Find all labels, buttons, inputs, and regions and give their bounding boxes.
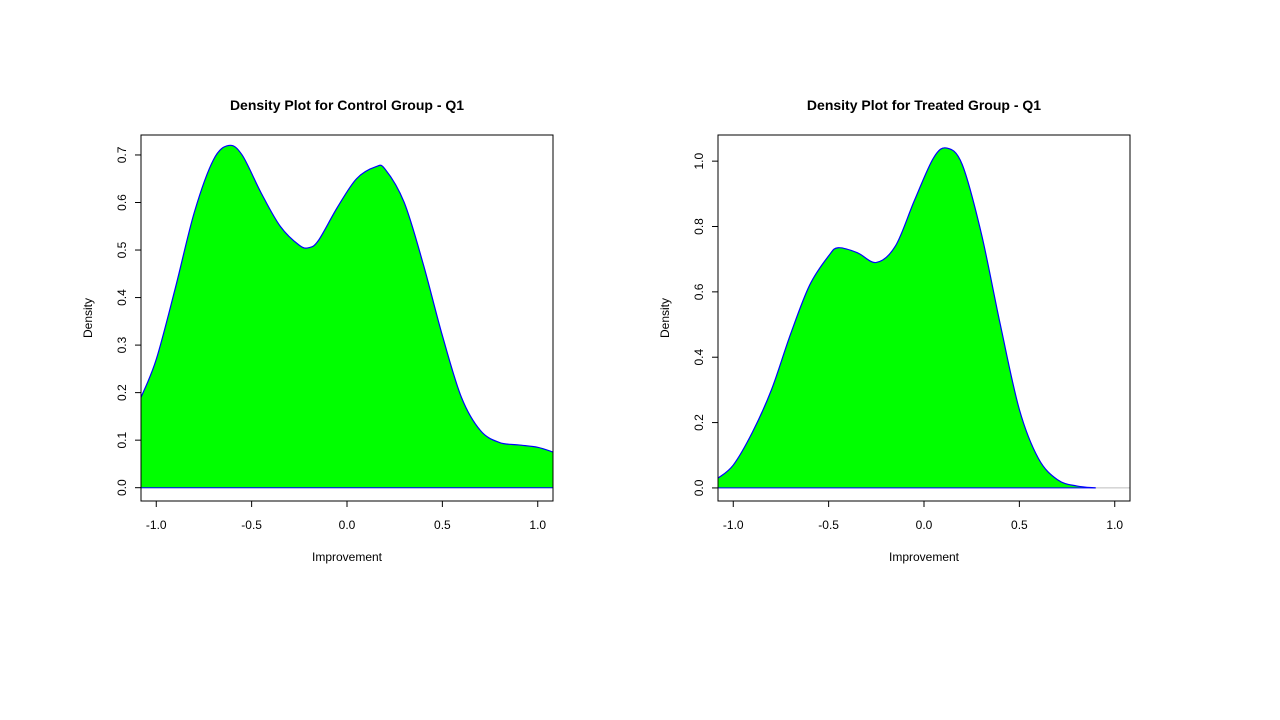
x-tick-label: 0.5	[434, 518, 451, 532]
x-axis-label: Improvement	[889, 550, 960, 564]
x-tick-label: -1.0	[146, 518, 167, 532]
y-tick-label: 0.2	[692, 414, 706, 431]
y-tick-label: 0.4	[692, 349, 706, 366]
y-tick-label: 0.2	[115, 384, 129, 401]
y-axis-label: Density	[81, 298, 95, 338]
chart-panel-control: -1.0 -0.5 0.0 0.5 1.0 0.0 0.1 0.2 0.3 0.4 0.5 0.6 0.…	[81, 97, 554, 564]
density-area	[141, 145, 553, 488]
y-tick-label: 0.8	[692, 218, 706, 235]
x-tick-label: 1.0	[1106, 518, 1123, 532]
x-tick-label: 0.0	[339, 518, 356, 532]
density-curve	[718, 147, 1096, 489]
y-tick-label: 0.6	[115, 194, 129, 211]
y-tick-label: 0.1	[115, 431, 129, 448]
y-tick-label: 0.3	[115, 336, 129, 353]
density-area	[718, 147, 1096, 488]
x-tick-label: -0.5	[818, 518, 839, 532]
x-tick-label: -1.0	[723, 518, 744, 532]
chart-panel-treated: -1.0 -0.5 0.0 0.5 1.0 0.0 0.2 0.4 0.6 0.8 1.0 Densi…	[658, 97, 1131, 564]
y-tick-label: 0.6	[692, 283, 706, 300]
y-axis-label: Density	[658, 298, 672, 338]
y-tick-label: 1.0	[692, 152, 706, 169]
x-tick-label: 0.0	[916, 518, 933, 532]
y-tick-label: 0.7	[115, 146, 129, 163]
y-tick-label: 0.0	[692, 479, 706, 496]
x-tick-label: 0.5	[1011, 518, 1028, 532]
chart-title: Density Plot for Treated Group - Q1	[807, 97, 1041, 113]
x-axis-label: Improvement	[312, 550, 383, 564]
x-tick-label: 1.0	[529, 518, 546, 532]
chart-title: Density Plot for Control Group - Q1	[230, 97, 464, 113]
density-curve	[141, 144, 553, 453]
y-tick-label: 0.4	[115, 289, 129, 306]
y-tick-label: 0.5	[115, 241, 129, 258]
y-tick-label: 0.0	[115, 479, 129, 496]
x-tick-label: -0.5	[241, 518, 262, 532]
